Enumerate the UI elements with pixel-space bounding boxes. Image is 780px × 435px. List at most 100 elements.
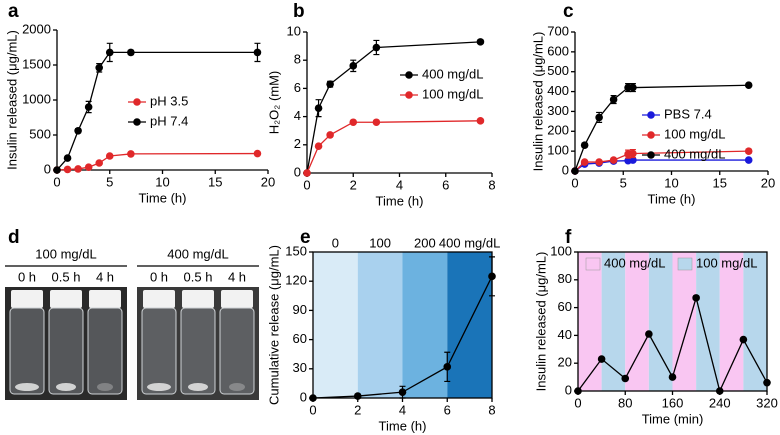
data-point [580, 141, 589, 149]
data-point [744, 147, 753, 155]
band [672, 252, 697, 391]
y-tick-label: 0 [44, 161, 51, 176]
data-point [105, 48, 114, 57]
data-point [476, 38, 485, 46]
vial-label: 4 h [96, 269, 114, 284]
data-point [621, 374, 630, 383]
y-tick-label: 400 [547, 83, 569, 98]
group-label: 400 mg/dL [167, 246, 228, 261]
data-point [609, 95, 618, 104]
y-tick-label: 0 [565, 382, 572, 397]
panel-letter: a [8, 1, 19, 22]
y-tick-label: 0 [562, 162, 569, 177]
data-point [668, 373, 677, 381]
group-label: 100 mg/dL [35, 246, 96, 261]
data-point [372, 43, 381, 52]
data-point [692, 294, 700, 302]
y-tick-label: 60 [558, 299, 572, 314]
legend-marker [405, 71, 413, 79]
data-point [443, 363, 452, 371]
data-point [595, 158, 603, 166]
x-axis-label: Time (h) [376, 193, 424, 208]
x-tick-label: 15 [208, 174, 222, 189]
vial-label: 0.5 h [52, 269, 81, 284]
legend-label: pH 3.5 [150, 93, 188, 108]
panel-letter: e [300, 227, 311, 248]
x-tick-label: 160 [662, 395, 684, 410]
data-point [303, 169, 311, 177]
vial-content [229, 383, 245, 391]
y-axis-label: H₂O₂ (mM) [266, 71, 281, 135]
x-tick-label: 0 [309, 402, 316, 417]
legend-label: pH 7.4 [150, 113, 188, 128]
x-tick-label: 80 [618, 395, 632, 410]
band [357, 252, 403, 398]
data-point [314, 142, 323, 151]
vial-content [56, 383, 76, 391]
vial-glass [48, 307, 84, 395]
vial-cap [50, 290, 82, 308]
x-tick-label: 5 [106, 174, 113, 189]
data-point [574, 387, 582, 395]
data-point [763, 378, 771, 387]
vial-content [97, 383, 113, 391]
vial-cap [89, 290, 121, 308]
y-tick-label: 600 [547, 43, 569, 58]
band-label: 100 [369, 235, 391, 250]
data-point [580, 158, 589, 166]
data-point [53, 166, 61, 174]
vial-glass [141, 307, 177, 395]
legend-marker [647, 131, 655, 139]
band-label: 200 [414, 235, 436, 250]
data-point [253, 48, 262, 57]
band [743, 252, 767, 391]
vial-cap [221, 290, 253, 308]
band [313, 252, 358, 398]
data-point [739, 335, 748, 344]
vial-glass [9, 307, 45, 395]
legend-label: 400 mg/dL [422, 66, 483, 81]
data-point [84, 163, 93, 171]
y-tick-label: 80 [558, 271, 572, 286]
vial-label: 0 h [18, 269, 36, 284]
band-label: 400 mg/dL [439, 235, 500, 250]
y-tick-label: 2000 [22, 21, 51, 36]
x-tick-label: 8 [488, 177, 495, 192]
y-tick-label: 0 [294, 164, 301, 179]
vial-cap [182, 290, 214, 308]
legend-label: 400 mg/dL [604, 255, 665, 270]
band [402, 252, 448, 398]
legend-swatch [677, 257, 693, 271]
x-axis-label: Time (h) [139, 190, 187, 205]
data-point [398, 388, 407, 396]
vial-content [147, 383, 171, 391]
data-point [326, 80, 334, 88]
data-point [476, 117, 485, 125]
data-point [95, 159, 103, 167]
data-point [127, 48, 135, 57]
series-line [56, 51, 258, 171]
y-tick-label: 4 [294, 108, 301, 123]
legend-label: 100 mg/dL [664, 126, 725, 141]
data-point [253, 149, 262, 158]
data-point [349, 118, 358, 127]
data-point [629, 83, 637, 92]
x-tick-label: 2 [350, 177, 357, 192]
x-tick-label: 240 [709, 395, 731, 410]
y-tick-label: 1500 [22, 56, 51, 71]
legend-label: 100 mg/dL [696, 255, 757, 270]
y-tick-label: 40 [558, 327, 572, 342]
data-point [84, 103, 93, 111]
vial-cap [11, 290, 43, 308]
x-tick-label: 4 [399, 402, 406, 417]
y-tick-label: 100 [547, 143, 569, 158]
y-tick-label: 200 [547, 123, 569, 138]
data-point [326, 131, 334, 139]
y-tick-label: 700 [547, 23, 569, 38]
x-tick-label: 0 [571, 175, 578, 190]
data-point [309, 394, 317, 402]
panel-letter: d [8, 227, 20, 248]
data-point [597, 355, 606, 363]
legend-swatch [585, 257, 601, 271]
